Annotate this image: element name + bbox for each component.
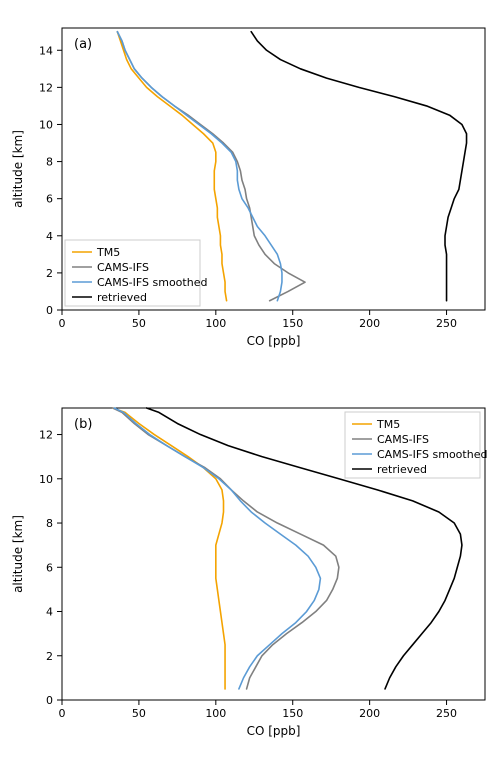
- xtick-label: 250: [436, 707, 457, 720]
- series-line-retrieved: [251, 32, 466, 301]
- xtick-label: 150: [282, 707, 303, 720]
- xtick-label: 150: [282, 317, 303, 330]
- xtick-label: 250: [436, 317, 457, 330]
- xlabel: CO [ppb]: [247, 724, 301, 738]
- ytick-label: 2: [46, 650, 53, 663]
- ytick-label: 8: [46, 517, 53, 530]
- legend-label: retrieved: [97, 291, 147, 304]
- ytick-label: 12: [39, 81, 53, 94]
- ytick-label: 6: [46, 561, 53, 574]
- ytick-label: 0: [46, 304, 53, 317]
- xtick-label: 0: [59, 707, 66, 720]
- xtick-label: 50: [132, 317, 146, 330]
- legend-label: CAMS-IFS smoothed: [97, 276, 207, 289]
- ytick-label: 8: [46, 156, 53, 169]
- ytick-label: 4: [46, 230, 53, 243]
- ytick-label: 4: [46, 606, 53, 619]
- series-line-tm5: [113, 408, 225, 689]
- xtick-label: 100: [205, 317, 226, 330]
- ytick-label: 6: [46, 193, 53, 206]
- xtick-label: 200: [359, 707, 380, 720]
- xtick-label: 0: [59, 317, 66, 330]
- xtick-label: 100: [205, 707, 226, 720]
- legend-label: CAMS-IFS: [377, 433, 429, 446]
- ytick-label: 10: [39, 473, 53, 486]
- ytick-label: 10: [39, 118, 53, 131]
- panel-tag: (a): [74, 37, 92, 52]
- ytick-label: 12: [39, 429, 53, 442]
- legend-label: retrieved: [377, 463, 427, 476]
- legend-label: CAMS-IFS: [97, 261, 149, 274]
- chart-panel-b: 0 50 100 150 200 250 0 2 4 6 8 10 12 CO [ppb] altitude…: [0, 390, 500, 750]
- legend-label: TM5: [96, 246, 120, 259]
- xtick-label: 50: [132, 707, 146, 720]
- panel-tag: (b): [74, 417, 92, 432]
- ytick-label: 2: [46, 267, 53, 280]
- xtick-label: 200: [359, 317, 380, 330]
- legend-label: TM5: [376, 418, 400, 431]
- chart-panel-a: 0 50 100 150 200 250 0 2 4 6 8 10 12 14 CO [ppb] altitu…: [0, 10, 500, 360]
- ylabel: altitude [km]: [11, 130, 25, 208]
- legend-label: CAMS-IFS smoothed: [377, 448, 487, 461]
- series-line-cams-ifs-smoothed: [114, 408, 320, 689]
- ytick-label: 14: [39, 44, 53, 57]
- ytick-label: 0: [46, 694, 53, 707]
- ylabel: altitude [km]: [11, 515, 25, 593]
- xlabel: CO [ppb]: [247, 334, 301, 348]
